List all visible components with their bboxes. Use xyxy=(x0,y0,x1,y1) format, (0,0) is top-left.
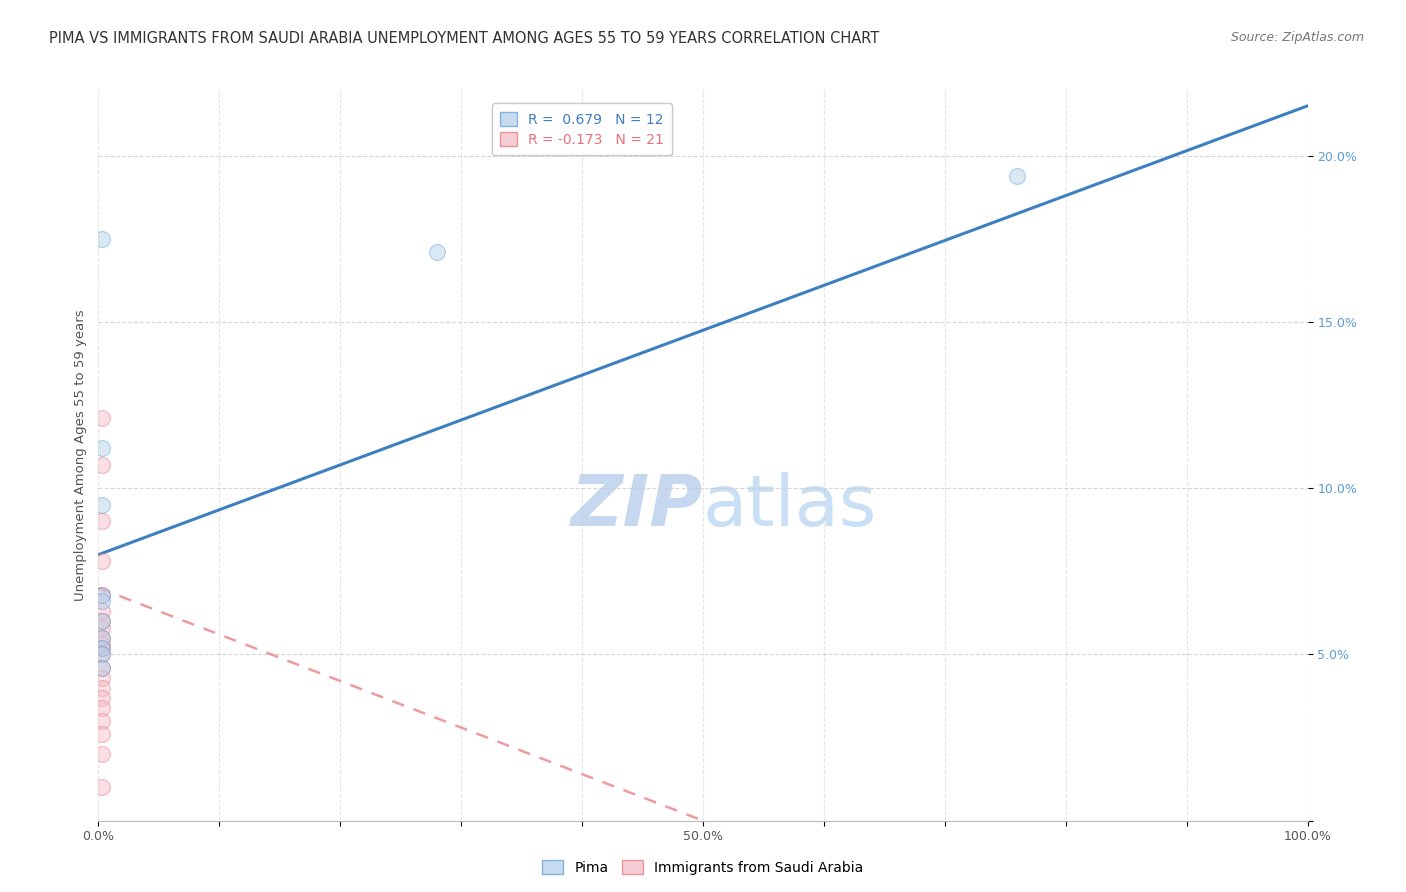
Point xyxy=(91,640,114,655)
Point xyxy=(91,661,114,675)
Point xyxy=(1007,169,1029,183)
Y-axis label: Unemployment Among Ages 55 to 59 years: Unemployment Among Ages 55 to 59 years xyxy=(75,310,87,600)
Point xyxy=(91,588,114,602)
Point xyxy=(91,554,114,568)
Point xyxy=(91,621,114,635)
Text: atlas: atlas xyxy=(703,472,877,541)
Point xyxy=(91,442,114,456)
Point xyxy=(91,458,114,472)
Point xyxy=(91,648,114,662)
Point xyxy=(91,640,114,655)
Text: Source: ZipAtlas.com: Source: ZipAtlas.com xyxy=(1230,31,1364,45)
Point xyxy=(91,515,114,529)
Point xyxy=(91,714,114,728)
Point xyxy=(91,594,114,608)
Point xyxy=(91,690,114,705)
Point xyxy=(91,614,114,628)
Point xyxy=(91,700,114,714)
Point xyxy=(91,727,114,741)
Point xyxy=(91,661,114,675)
Text: ZIP: ZIP xyxy=(571,472,703,541)
Point xyxy=(91,637,114,651)
Point xyxy=(91,614,114,628)
Point xyxy=(91,498,114,512)
Legend: R =  0.679   N = 12, R = -0.173   N = 21: R = 0.679 N = 12, R = -0.173 N = 21 xyxy=(492,103,672,155)
Point xyxy=(91,747,114,761)
Point xyxy=(91,648,114,662)
Point xyxy=(91,681,114,695)
Point xyxy=(91,604,114,618)
Point xyxy=(91,411,114,425)
Point xyxy=(91,631,114,645)
Text: PIMA VS IMMIGRANTS FROM SAUDI ARABIA UNEMPLOYMENT AMONG AGES 55 TO 59 YEARS CORR: PIMA VS IMMIGRANTS FROM SAUDI ARABIA UNE… xyxy=(49,31,880,46)
Point xyxy=(91,588,114,602)
Point xyxy=(426,245,449,260)
Point xyxy=(91,671,114,685)
Point xyxy=(91,232,114,246)
Point xyxy=(91,780,114,795)
Point xyxy=(91,631,114,645)
Legend: Pima, Immigrants from Saudi Arabia: Pima, Immigrants from Saudi Arabia xyxy=(537,855,869,880)
